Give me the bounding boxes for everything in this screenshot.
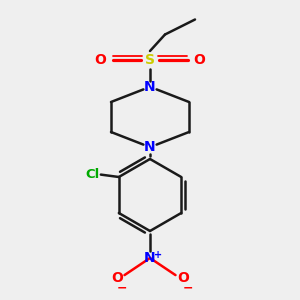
Text: O: O <box>111 271 123 284</box>
Text: Cl: Cl <box>85 167 100 181</box>
Text: O: O <box>194 53 206 67</box>
Text: −: − <box>182 282 193 295</box>
Text: N: N <box>144 251 156 265</box>
Text: +: + <box>154 250 162 260</box>
Text: O: O <box>177 271 189 284</box>
Text: N: N <box>144 80 156 94</box>
Text: −: − <box>116 282 127 295</box>
Text: S: S <box>145 53 155 67</box>
Text: O: O <box>94 53 106 67</box>
Text: N: N <box>144 140 156 154</box>
